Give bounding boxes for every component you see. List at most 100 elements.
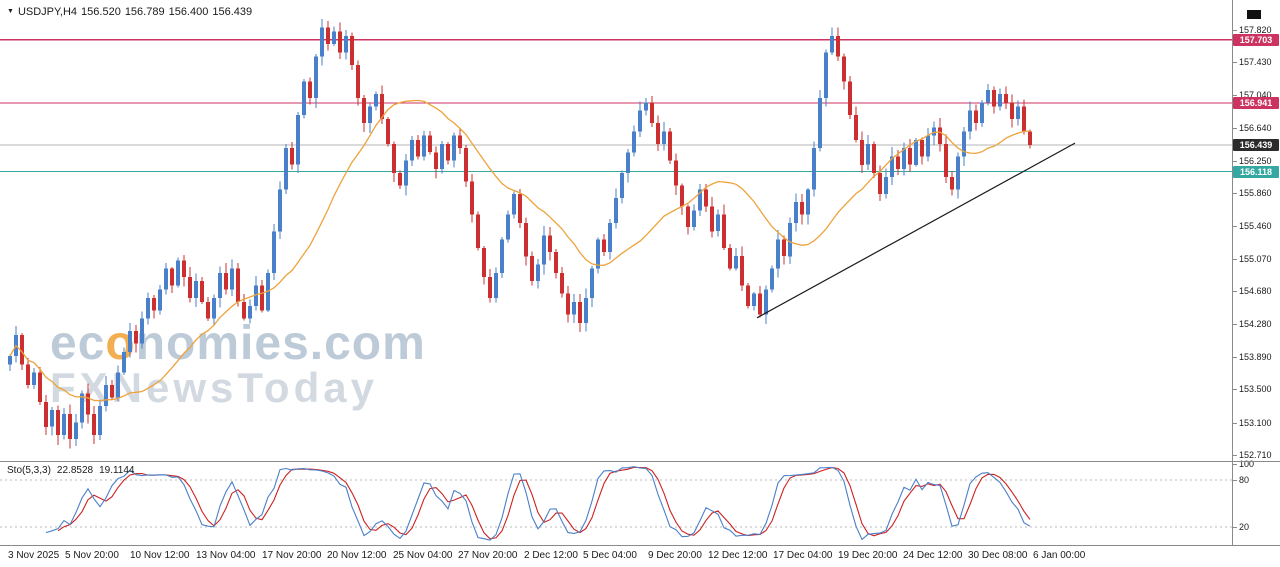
candle-body (290, 148, 294, 165)
candle-body (56, 410, 60, 436)
candle-body (512, 193, 516, 215)
candle-body (908, 148, 912, 165)
candle-body (332, 31, 336, 45)
candle-body (638, 110, 642, 132)
time-tick-label: 5 Nov 20:00 (65, 550, 119, 561)
current-price-badge: 156.439 (1233, 139, 1279, 151)
candle-body (542, 235, 546, 265)
price-tick-label: 152.710 (1239, 450, 1272, 460)
candle-body (716, 214, 720, 232)
time-tick-label: 25 Nov 04:00 (393, 550, 453, 561)
price-tick-mark (1233, 161, 1237, 162)
candle-body (530, 256, 534, 282)
candle-body (32, 372, 36, 386)
candle-body (230, 268, 234, 290)
candle-body (278, 189, 282, 232)
candle-body (200, 281, 204, 302)
candle-body (554, 252, 558, 273)
candle-body (926, 135, 930, 157)
candle-body (344, 35, 348, 53)
candle-body (488, 277, 492, 298)
candle-body (890, 156, 894, 178)
candle-body (548, 235, 552, 252)
stochastic-name: Sto(5,3,3) (7, 465, 51, 476)
support-price-badge: 156.118 (1233, 166, 1279, 178)
price-tick-mark (1233, 30, 1237, 31)
candle-body (674, 160, 678, 186)
candle-body (80, 393, 84, 423)
candle-body (158, 289, 162, 311)
candle-body (452, 135, 456, 161)
price-tick-mark (1233, 423, 1237, 424)
price-tick-label: 156.640 (1239, 123, 1272, 133)
candle-body (602, 239, 606, 253)
symbol-ohlc-readout: ▼ USDJPY,H4 156.520 156.789 156.400 156.439 (7, 6, 256, 18)
time-tick-label: 2 Dec 12:00 (524, 550, 578, 561)
candle-body (572, 302, 576, 315)
price-tick-label: 153.890 (1239, 352, 1272, 362)
time-tick-label: 24 Dec 12:00 (903, 550, 963, 561)
moving-average-line (9, 99, 1031, 402)
candle-body (398, 173, 402, 186)
candle-body (776, 239, 780, 269)
candle-body (872, 143, 876, 173)
candle-body (218, 272, 222, 298)
candle-body (50, 410, 54, 427)
candle-body (788, 223, 792, 257)
candle-body (932, 127, 936, 136)
candle-body (914, 139, 918, 165)
candle-body (440, 143, 444, 169)
candle-body (560, 272, 564, 294)
symbol-dropdown-icon[interactable]: ▼ (7, 8, 14, 15)
time-axis[interactable]: 3 Nov 2025 5 Nov 20:00 10 Nov 12:00 13 Nov … (0, 546, 1280, 567)
sto-tick-mark (1233, 527, 1237, 528)
candle-body (896, 156, 900, 169)
candle-body (614, 198, 618, 223)
time-tick-label: 17 Nov 20:00 (262, 550, 322, 561)
candle-body (482, 247, 486, 277)
trendline (756, 142, 1076, 319)
price-tick-mark (1233, 128, 1237, 129)
price-tick-mark (1233, 455, 1237, 456)
candle-body (650, 102, 654, 124)
candle-body (800, 202, 804, 215)
candle-body (380, 94, 384, 119)
indicator-splitter[interactable] (0, 461, 1280, 462)
candle-body (848, 81, 852, 115)
price-axis[interactable]: 157.820 157.430 157.040 156.640 156.250 155.8… (1233, 0, 1280, 546)
candle-body (8, 356, 12, 365)
candle-body (500, 239, 504, 273)
sto-axis-label: 20 (1239, 522, 1250, 532)
candle-body (596, 239, 600, 269)
candle-body (668, 131, 672, 161)
sto-tick-mark (1233, 464, 1237, 465)
price-tick-mark (1233, 62, 1237, 63)
candle-body (878, 173, 882, 194)
time-tick-label: 12 Dec 12:00 (708, 550, 768, 561)
sto-axis-label: 80 (1239, 475, 1250, 485)
time-tick-label: 27 Nov 20:00 (458, 550, 518, 561)
time-tick-label: 6 Jan 00:00 (1033, 550, 1086, 561)
price-tick-label: 157.040 (1239, 90, 1272, 100)
candle-body (836, 35, 840, 57)
candle-body (446, 143, 450, 161)
candle-body (782, 239, 786, 257)
candle-body (296, 114, 300, 165)
chart-plot-area[interactable] (0, 0, 1232, 567)
price-tick-mark (1233, 193, 1237, 194)
ohlc-high: 156.789 (124, 6, 165, 18)
candle-body (818, 98, 822, 149)
candle-body (1016, 106, 1020, 119)
watermark-line2: FXNewsToday (50, 363, 378, 411)
candle-body (710, 206, 714, 232)
candle-body (464, 148, 468, 182)
candle-body (938, 127, 942, 144)
candle-body (494, 272, 498, 298)
candle-body (920, 139, 924, 157)
price-tick-label: 155.860 (1239, 188, 1272, 198)
candle-body (902, 148, 906, 169)
candle-body (404, 160, 408, 186)
candle-body (74, 422, 78, 440)
price-tick-label: 156.250 (1239, 156, 1272, 166)
